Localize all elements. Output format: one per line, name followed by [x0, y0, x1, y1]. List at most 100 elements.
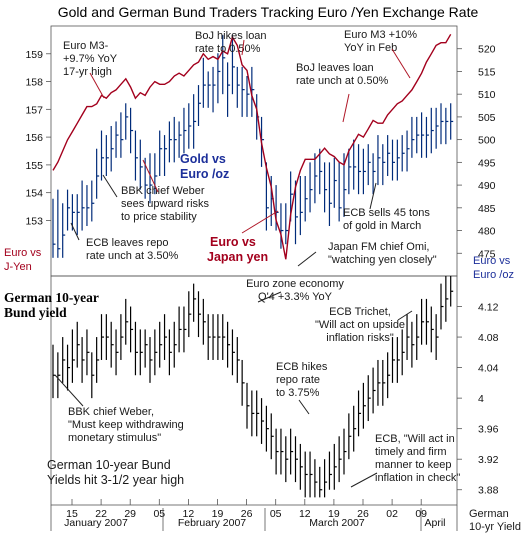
- annotation-euro-m3-2: YoY in Feb: [344, 42, 397, 54]
- annotation-bbk-weber-1: to price stability: [121, 211, 197, 223]
- annotation-ecb-trichet: "Will act on upside: [315, 319, 405, 331]
- pointer-bbk-weber-2: [54, 374, 84, 407]
- right-tick-label: 515: [478, 66, 496, 78]
- pointer-yen-label: [241, 210, 279, 234]
- bund-tick-label: 3.88: [478, 485, 499, 497]
- x-tick-label: 19: [212, 508, 224, 520]
- euro-yen-series-line: [52, 33, 452, 260]
- annotation-ecb-trichet: ECB Trichet,: [329, 306, 391, 318]
- pointer-bbk-weber-1: [102, 174, 118, 198]
- x-tick-label: 19: [328, 508, 340, 520]
- annotation-ecb-hikes: repo rate: [276, 374, 320, 386]
- pointer-ecb-repo: [70, 222, 80, 241]
- x-tick-label: 15: [66, 508, 78, 520]
- x-tick-label: 12: [299, 508, 311, 520]
- right-tick-label: 475: [478, 248, 496, 260]
- left-tick-label: 155: [25, 160, 43, 172]
- right-tick-label: 505: [478, 112, 496, 124]
- pointer-ecb-gold: [369, 182, 377, 210]
- left-tick-label: 156: [25, 132, 43, 144]
- left-tick-label: 157: [25, 104, 43, 116]
- x-tick-label: 26: [357, 508, 369, 520]
- annotation-euro-m3-1: +9.7% YoY: [63, 53, 118, 65]
- annotation-euro-m3-1: 17-yr high: [63, 66, 112, 78]
- pointer-boj-unch: [342, 93, 350, 123]
- annotation-boj-hikes: rate to 0.50%: [195, 43, 261, 55]
- annotation-euro-zone-economy: Euro zone economy: [246, 278, 344, 290]
- left-axis-tick-labels: 153 154 155 156 157 158 159: [25, 49, 51, 227]
- annotation-pointers: [89, 39, 411, 234]
- annotation-boj-unch: rate unch at 0.50%: [296, 75, 389, 87]
- x-tick-label: 29: [124, 508, 136, 520]
- right-axis-title-1: Euro vs: [473, 255, 511, 267]
- annotation-bbk-weber-1: BBK chief Weber: [121, 185, 205, 197]
- bund-tick-label: 4.04: [478, 363, 499, 375]
- gold-price-bars: [52, 35, 454, 258]
- right-tick-label: 495: [478, 157, 496, 169]
- annotation-ecb-hikes: ECB hikes: [276, 361, 328, 373]
- pointer-ecb-hikes: [298, 399, 310, 415]
- right-tick-label: 480: [478, 226, 496, 238]
- left-axis-title-2: J-Yen: [4, 261, 32, 273]
- bund-axis-title-2: 10-yr Yield: [469, 521, 521, 533]
- right-axis-title-2: Euro /oz: [473, 269, 514, 281]
- annotation-boj-unch: BoJ leaves loan: [296, 62, 374, 74]
- pointer-euro-m3-2: [391, 48, 411, 79]
- annotation-ecb-sells-gold: ECB sells 45 tons: [343, 207, 430, 219]
- right-tick-label: 490: [478, 180, 496, 192]
- annotation-german-bund-high: Yields hit 3-1/2 year high: [47, 473, 184, 487]
- pointer-ecb-trichet: [397, 310, 413, 321]
- bund-series-label-1: German 10-year: [4, 290, 99, 305]
- bund-yield-bars: [52, 276, 454, 498]
- bottom-panel-frame: [50, 275, 458, 506]
- bund-tick-label: 4: [478, 393, 484, 405]
- pointer-euro-m3-1: [89, 72, 105, 99]
- annotation-pointers-black: [54, 174, 413, 488]
- annotation-ecb-act: timely and firm: [375, 446, 447, 458]
- gold-series-label-2: Euro /oz: [180, 167, 229, 181]
- annotation-japan-fm: Japan FM chief Omi,: [328, 241, 429, 253]
- right-tick-label: 510: [478, 89, 496, 101]
- yen-series-label-1: Euro vs: [210, 235, 256, 249]
- gold-series-label-1: Gold vs: [180, 152, 226, 166]
- yen-series-label-2: Japan yen: [207, 250, 268, 264]
- annotation-bbk-weber-2: BBK chief Weber,: [68, 406, 154, 418]
- month-label-february: February 2007: [178, 517, 246, 529]
- pointer-boj-hikes: [241, 39, 245, 56]
- left-tick-label: 158: [25, 77, 43, 89]
- left-tick-label: 153: [25, 215, 43, 227]
- annotation-euro-m3-2: Euro M3 +10%: [344, 29, 417, 41]
- annotation-bbk-weber-2: monetary stimulus": [68, 432, 161, 444]
- left-axis-title-1: Euro vs: [4, 247, 42, 259]
- left-tick-label: 154: [25, 188, 43, 200]
- annotation-ecb-hikes: to 3.75%: [276, 387, 320, 399]
- pointer-japan-fm: [297, 251, 317, 267]
- x-tick-label: 02: [386, 508, 398, 520]
- bund-tick-label: 4.08: [478, 332, 499, 344]
- month-label-march: March 2007: [309, 517, 365, 529]
- annotation-ecb-act: ECB, "Will act in: [375, 433, 455, 445]
- annotation-bbk-weber-2: "Must keep withdrawing: [68, 419, 184, 431]
- right-tick-label: 500: [478, 135, 496, 147]
- bund-series-label-2: Bund yield: [4, 305, 67, 320]
- bund-tick-label: 3.92: [478, 454, 499, 466]
- euro-yen-line: [52, 33, 452, 260]
- x-tick-label: 26: [241, 508, 253, 520]
- right-tick-label: 520: [478, 44, 496, 56]
- annotation-ecb-sells-gold: of gold in March: [343, 220, 421, 232]
- right-tick-label: 485: [478, 203, 496, 215]
- month-label-january: January 2007: [64, 517, 128, 529]
- chart-title: Gold and German Bund Traders Tracking Eu…: [58, 4, 479, 20]
- bund-tick-label: 3.96: [478, 424, 499, 436]
- annotation-bbk-weber-1: sees upward risks: [121, 198, 210, 210]
- left-tick-label: 159: [25, 49, 43, 61]
- annotation-ecb-repo-unch: ECB leaves repo: [86, 237, 169, 249]
- annotation-ecb-act: manner to keep: [375, 459, 451, 471]
- bund-axis-tick-labels: 3.88 3.92 3.96 4 4.04 4.08 4.12: [457, 302, 499, 497]
- x-tick-label: 05: [270, 508, 282, 520]
- pointer-ecb-act: [350, 472, 378, 488]
- month-label-april: April: [424, 517, 445, 529]
- annotation-japan-fm: "watching yen closely": [328, 254, 437, 266]
